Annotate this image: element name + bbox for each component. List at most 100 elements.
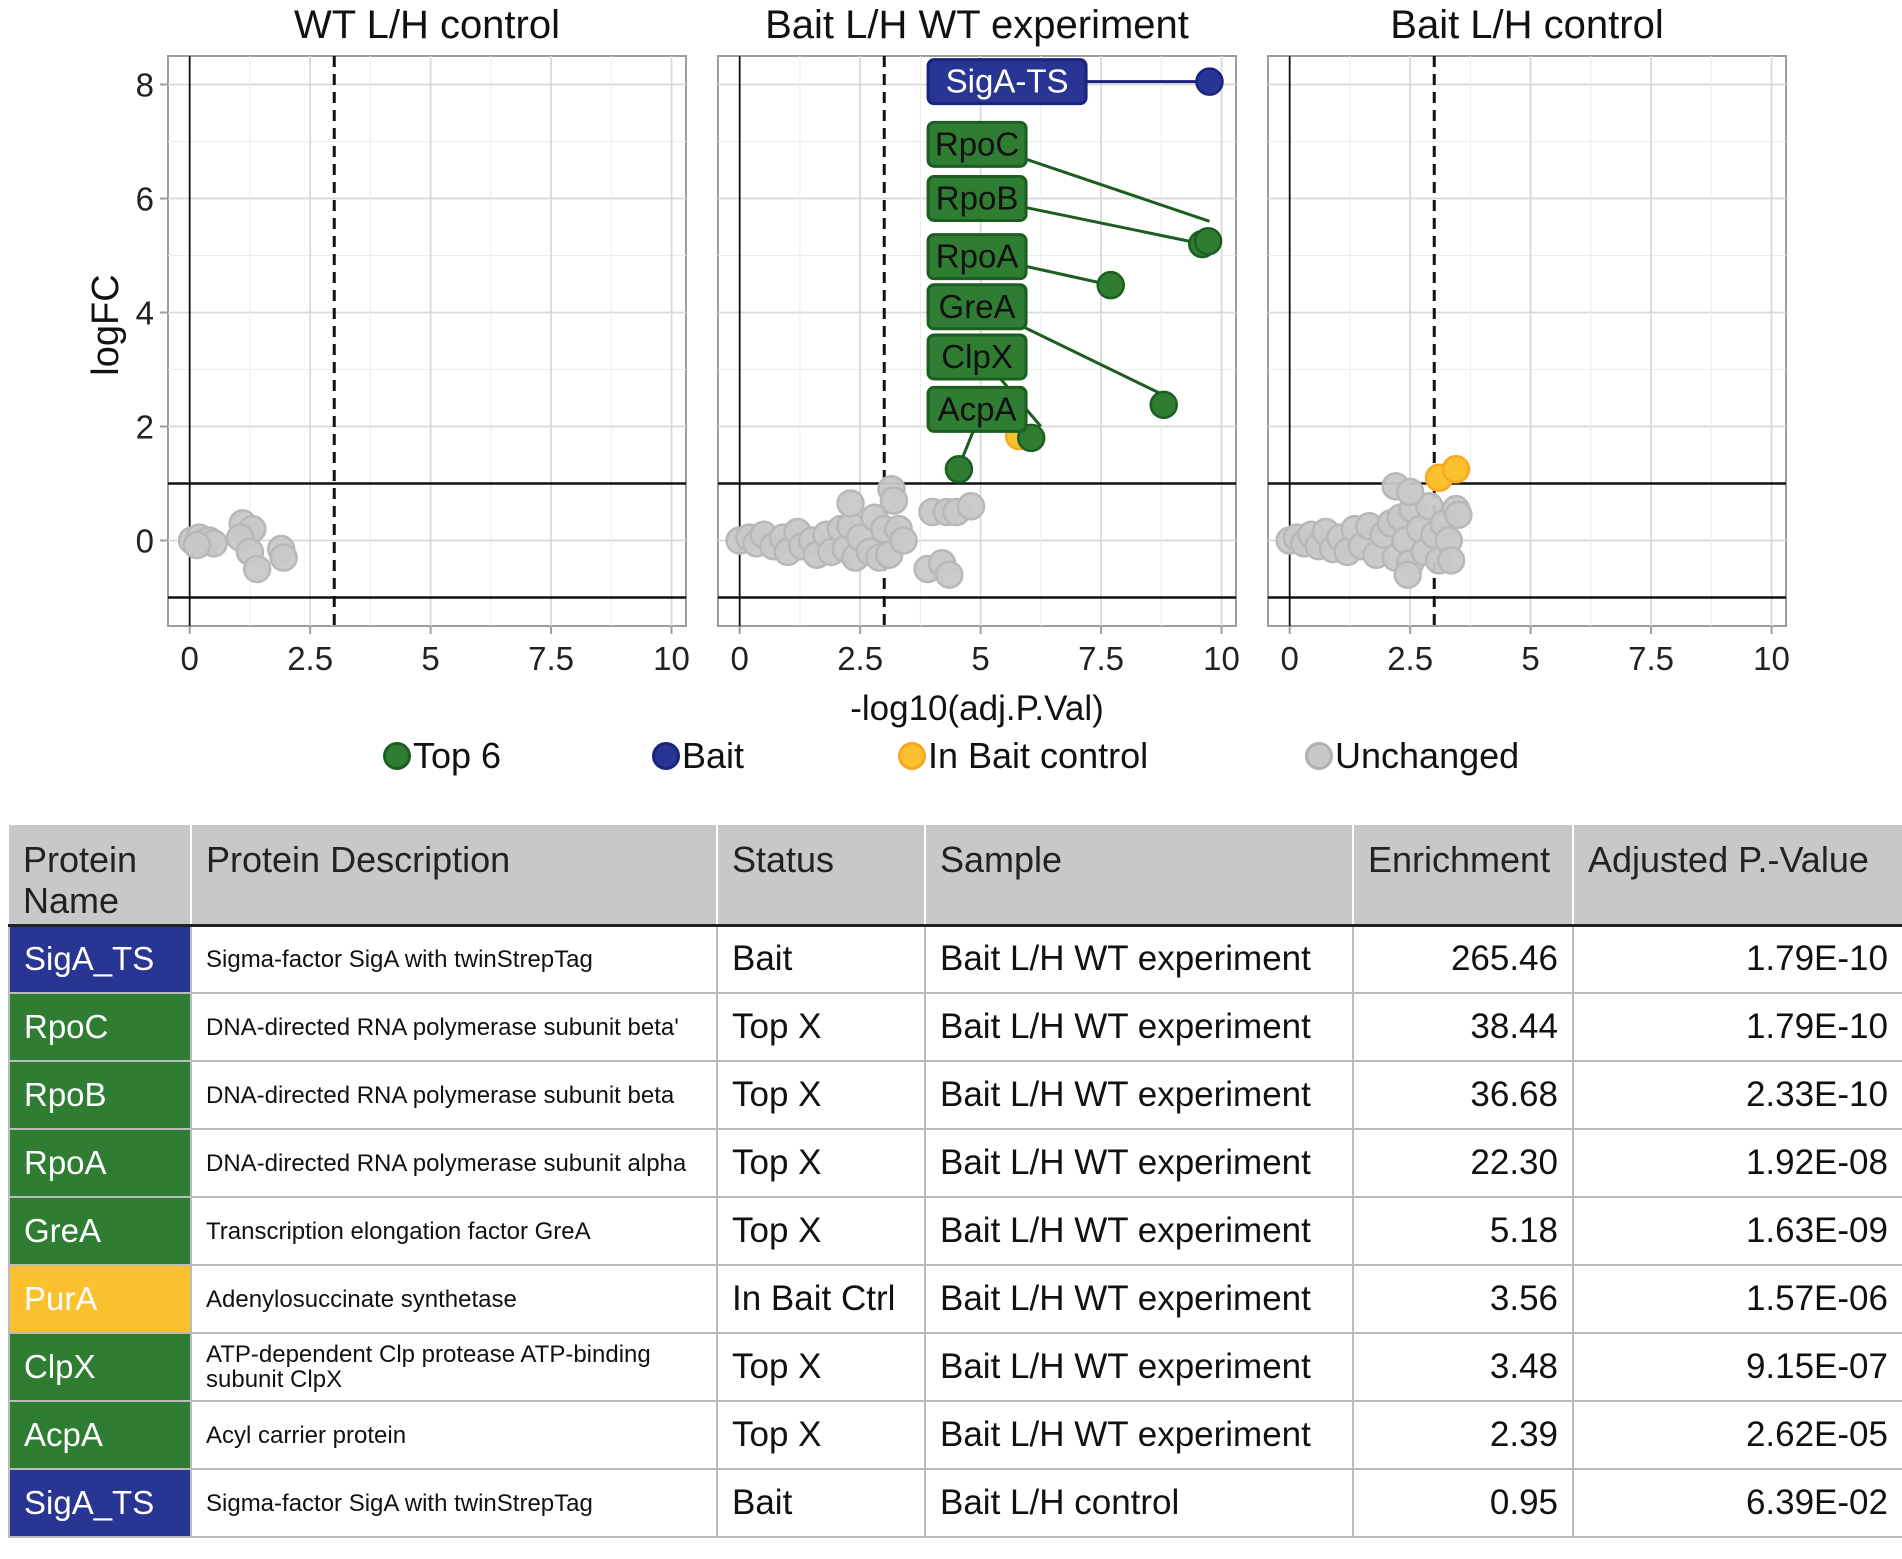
x-tick-label: 10: [1203, 640, 1240, 677]
data-point-unchanged: [935, 560, 964, 589]
status-cell: Bait: [716, 924, 926, 994]
x-tick-label: 0: [1281, 640, 1299, 677]
status-cell: Top X: [716, 1060, 926, 1130]
data-point-top: [1016, 423, 1046, 453]
table-row: PurA Adenylosuccinate synthetase In Bait C…: [8, 1264, 1902, 1334]
legend: Top 6 Bait In Bait control Unchanged: [0, 735, 1902, 785]
p-value-cell: 9.15E-07: [1572, 1332, 1902, 1402]
description-cell: Adenylosuccinate synthetase: [190, 1264, 718, 1334]
y-axis-title: logFC: [85, 274, 127, 375]
p-value-cell: 6.39E-02: [1572, 1468, 1902, 1538]
x-tick-label: 2.5: [1387, 640, 1433, 677]
point-label: RpoC: [935, 125, 1019, 162]
panel-title: WT L/H control: [294, 3, 560, 47]
legend-dot-unchanged-icon: [1305, 742, 1333, 770]
protein-name-cell: RpoC: [8, 992, 192, 1062]
sample-cell: Bait L/H WT experiment: [924, 1264, 1354, 1334]
table-row: SigA_TS Sigma-factor SigA with twinStrepT…: [8, 1468, 1902, 1538]
protein-name-cell: AcpA: [8, 1400, 192, 1470]
data-point-unchanged: [242, 554, 272, 584]
point-label: SigA-TS: [946, 63, 1069, 100]
x-tick-label: 10: [1753, 640, 1790, 677]
legend-dot-ctrl-icon: [898, 742, 926, 770]
legend-item-ctrl: In Bait control: [898, 735, 1148, 777]
point-label: GreA: [939, 288, 1016, 325]
column-header-adjusted-p-value: Adjusted P.-Value: [1573, 825, 1902, 925]
x-tick-label: 5: [971, 640, 989, 677]
enrichment-cell: 265.46: [1352, 924, 1574, 994]
status-cell: In Bait Ctrl: [716, 1264, 926, 1334]
status-cell: Top X: [716, 992, 926, 1062]
x-tick-label: 5: [421, 640, 439, 677]
enrichment-cell: 22.30: [1352, 1128, 1574, 1198]
protein-name-cell: ClpX: [8, 1332, 192, 1402]
point-label-box: [926, 58, 1088, 106]
protein-name-cell: RpoB: [8, 1060, 192, 1130]
table-row: RpoA DNA-directed RNA polymerase subunit …: [8, 1128, 1902, 1198]
point-label-box: [926, 175, 1028, 222]
legend-label-bait: Bait: [682, 735, 745, 776]
description-cell: Acyl carrier protein: [190, 1400, 718, 1470]
data-point-unchanged: [956, 492, 986, 521]
y-tick-label: 0: [136, 523, 154, 560]
description-cell: DNA-directed RNA polymerase subunit beta: [190, 1060, 718, 1130]
data-point-unchanged: [1436, 546, 1466, 575]
data-point-unchanged: [1444, 500, 1473, 530]
protein-name-cell: SigA_TS: [8, 924, 192, 994]
legend-label-top: Top 6: [413, 735, 502, 776]
enrichment-cell: 0.95: [1352, 1468, 1574, 1538]
table-row: GreA Transcription elongation factor GreA…: [8, 1196, 1902, 1266]
enrichment-cell: 5.18: [1352, 1196, 1574, 1266]
data-point-unchanged: [836, 489, 865, 518]
x-tick-label: 5: [1521, 640, 1539, 677]
point-label: ClpX: [941, 338, 1013, 375]
data-point-unchanged: [182, 530, 212, 560]
point-label-box: [926, 333, 1028, 381]
status-cell: Top X: [716, 1400, 926, 1470]
legend-item-top: Top 6: [383, 735, 501, 777]
protein-name-cell: RpoA: [8, 1128, 192, 1198]
x-tick-label: 0: [731, 640, 749, 677]
sample-cell: Bait L/H WT experiment: [924, 1196, 1354, 1266]
data-point-ctrl: [1441, 455, 1471, 484]
x-tick-label: 7.5: [1078, 640, 1124, 677]
point-label: RpoA: [936, 238, 1019, 275]
p-value-cell: 1.57E-06: [1572, 1264, 1902, 1334]
column-header-status: Status: [717, 825, 926, 925]
sample-cell: Bait L/H WT experiment: [924, 992, 1354, 1062]
description-cell: DNA-directed RNA polymerase subunit alph…: [190, 1128, 718, 1198]
description-cell: Sigma-factor SigA with twinStrepTag: [190, 924, 718, 994]
p-value-cell: 1.79E-10: [1572, 992, 1902, 1062]
point-label-box: [926, 120, 1028, 168]
protein-name-cell: SigA_TS: [8, 1468, 192, 1538]
sample-cell: Bait L/H WT experiment: [924, 1400, 1354, 1470]
data-point-unchanged: [1395, 477, 1425, 507]
legend-label-ctrl: In Bait control: [928, 735, 1149, 776]
p-value-cell: 1.79E-10: [1572, 924, 1902, 994]
legend-item-unchanged: Unchanged: [1305, 735, 1519, 777]
enrichment-cell: 3.48: [1352, 1332, 1574, 1402]
legend-dot-bait-icon: [652, 742, 680, 770]
point-label-box: [926, 385, 1028, 433]
p-value-cell: 2.33E-10: [1572, 1060, 1902, 1130]
x-tick-label: 2.5: [287, 640, 333, 677]
column-header-enrichment: Enrichment: [1353, 825, 1574, 925]
data-point-top: [1096, 270, 1125, 300]
p-value-cell: 1.63E-09: [1572, 1196, 1902, 1266]
data-point-unchanged: [1393, 560, 1422, 589]
data-point-unchanged: [269, 543, 298, 572]
column-header-protein-name: Protein Name: [9, 825, 192, 925]
table-row: RpoB DNA-directed RNA polymerase subunit …: [8, 1060, 1902, 1130]
protein-table: Protein Name Protein Description Status …: [8, 825, 1902, 1538]
description-cell: Transcription elongation factor GreA: [190, 1196, 718, 1266]
data-point-top: [1193, 227, 1223, 256]
protein-name-cell: GreA: [8, 1196, 192, 1266]
p-value-cell: 1.92E-08: [1572, 1128, 1902, 1198]
x-tick-label: 2.5: [837, 640, 883, 677]
table-row: RpoC DNA-directed RNA polymerase subunit …: [8, 992, 1902, 1062]
y-tick-label: 2: [136, 409, 154, 446]
table-row: AcpA Acyl carrier protein Top X Bait L/H WT…: [8, 1400, 1902, 1470]
table-row: SigA_TS Sigma-factor SigA with twinStrepT…: [8, 924, 1902, 994]
point-label: RpoB: [936, 180, 1019, 217]
enrichment-cell: 38.44: [1352, 992, 1574, 1062]
